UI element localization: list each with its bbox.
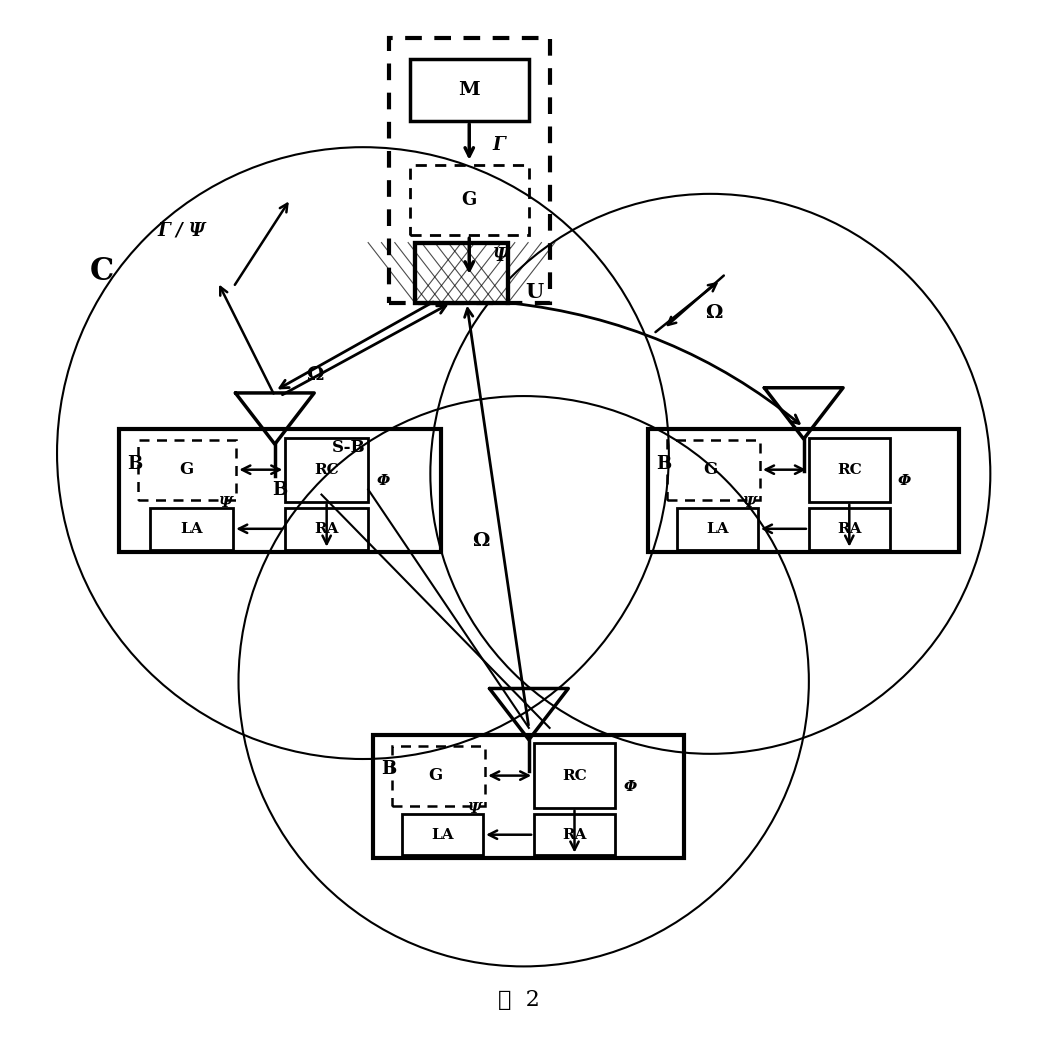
Text: RC: RC <box>562 768 587 783</box>
Text: RA: RA <box>314 522 339 536</box>
Text: Ψ: Ψ <box>742 496 757 510</box>
Text: Ω: Ω <box>472 532 489 551</box>
Text: LA: LA <box>180 522 203 536</box>
Text: B: B <box>273 481 287 500</box>
Text: Γ / Ψ: Γ / Ψ <box>158 221 205 239</box>
Text: Ω: Ω <box>705 304 723 322</box>
Text: RA: RA <box>837 522 862 536</box>
Text: LA: LA <box>431 828 454 842</box>
Text: Φ: Φ <box>898 474 912 488</box>
Text: C: C <box>89 256 114 287</box>
Text: LA: LA <box>706 522 729 536</box>
FancyBboxPatch shape <box>415 243 508 303</box>
Text: Ψ: Ψ <box>219 496 233 510</box>
Text: S-B: S-B <box>332 439 365 456</box>
Text: Φ: Φ <box>376 474 390 488</box>
Text: B: B <box>128 455 143 473</box>
Text: RC: RC <box>314 462 339 477</box>
Text: Ψ: Ψ <box>468 802 482 816</box>
Text: U: U <box>525 282 543 302</box>
Text: Φ: Φ <box>623 780 637 794</box>
Text: RC: RC <box>837 462 862 477</box>
Text: G: G <box>179 461 194 478</box>
Text: B: B <box>382 760 397 779</box>
Text: RA: RA <box>562 828 587 842</box>
Text: Ψ: Ψ <box>493 247 509 265</box>
Text: Γ: Γ <box>493 136 505 154</box>
Text: 图  2: 图 2 <box>498 989 539 1011</box>
Text: G: G <box>703 461 718 478</box>
Text: Ω: Ω <box>306 366 324 384</box>
Text: G: G <box>428 767 443 784</box>
Text: B: B <box>656 455 672 473</box>
Text: G: G <box>461 192 477 209</box>
Text: M: M <box>458 81 480 99</box>
